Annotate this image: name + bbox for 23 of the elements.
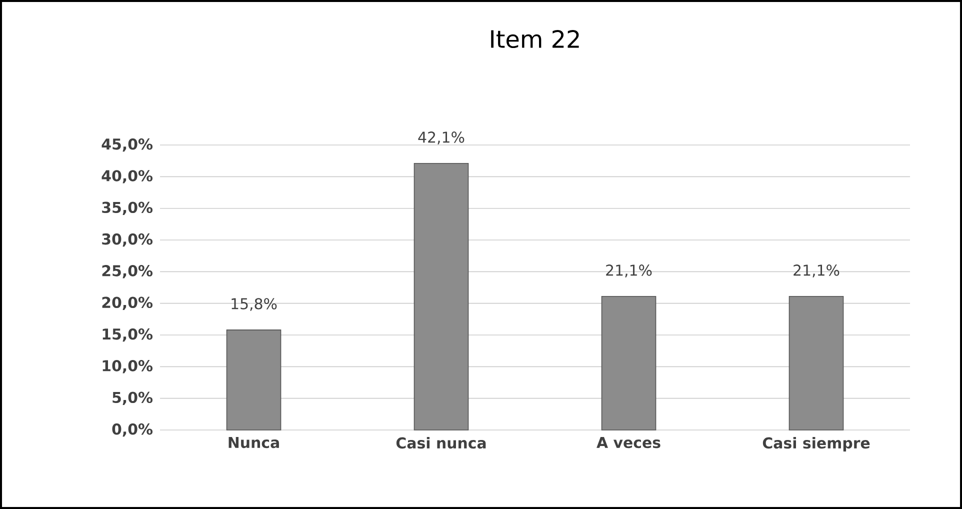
chart-title: Item 22: [491, 30, 579, 48]
data-label: 21,1%: [606, 264, 652, 278]
x-tick-label: Casi nunca: [396, 437, 486, 449]
x-tick-label: Nunca: [228, 437, 279, 448]
data-label: 15,8%: [232, 298, 277, 311]
data-label: 42,1%: [418, 132, 464, 144]
y-tick-label: 45,0%: [102, 138, 153, 152]
y-tick-label: 15,0%: [102, 328, 153, 342]
y-tick-label: 0,0%: [112, 423, 153, 437]
x-tick-label: Casi siempre: [762, 437, 870, 452]
y-tick-label: 40,0%: [102, 170, 153, 184]
y-tick-label: 5,0%: [112, 392, 153, 405]
y-tick-label: 25,0%: [102, 265, 153, 278]
y-tick-label: 20,0%: [102, 296, 153, 310]
bar: [601, 296, 656, 430]
bar: [788, 296, 844, 430]
y-tick-label: 10,0%: [102, 360, 153, 374]
y-tick-label: 35,0%: [102, 202, 153, 215]
y-tick-label: 30,0%: [102, 233, 153, 247]
bar: [226, 330, 282, 430]
x-tick-label: A veces: [596, 437, 660, 448]
bar: [414, 162, 469, 430]
data-label: 21,1%: [794, 264, 840, 278]
